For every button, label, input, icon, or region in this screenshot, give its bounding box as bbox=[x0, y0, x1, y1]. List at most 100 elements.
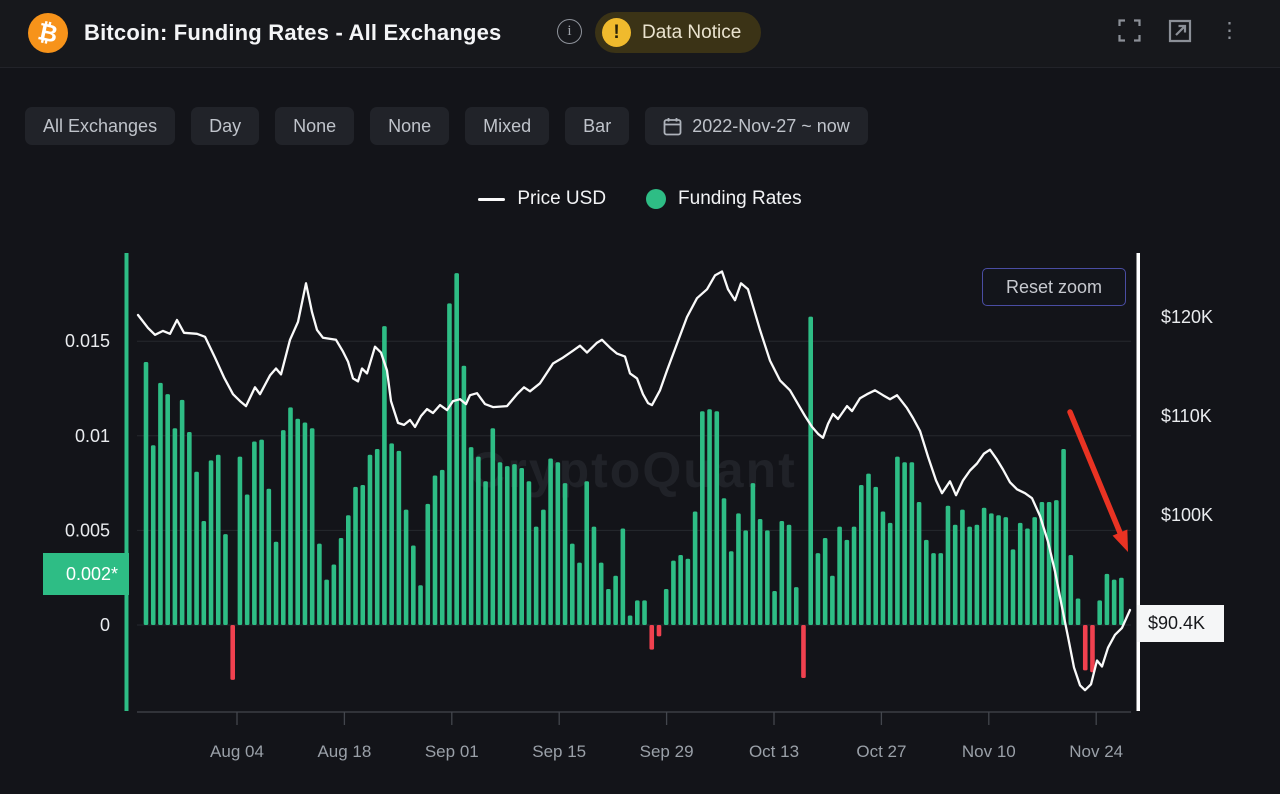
legend-item-price[interactable]: Price USD bbox=[478, 188, 606, 210]
funding-rate-bar bbox=[584, 481, 590, 625]
funding-rate-bar bbox=[519, 467, 524, 625]
funding-rate-bar bbox=[288, 407, 293, 625]
funding-rate-bar bbox=[432, 475, 438, 625]
funding-rate-bar bbox=[757, 519, 763, 625]
funding-rate-bar bbox=[165, 394, 170, 625]
watermark: CryptoQuant bbox=[469, 442, 797, 498]
funding-dot-swatch bbox=[646, 189, 667, 209]
funding-rate-bar bbox=[721, 498, 727, 625]
funding-rate-bar bbox=[497, 462, 503, 625]
funding-rate-bar bbox=[447, 303, 452, 625]
funding-rate-bar bbox=[642, 600, 647, 625]
chip-interval[interactable]: Day bbox=[191, 107, 260, 145]
funding-rate-bar bbox=[374, 449, 380, 625]
funding-rate-bar bbox=[1010, 549, 1016, 625]
funding-rate-bar bbox=[830, 575, 835, 625]
bitcoin-logo-icon: ₿ bbox=[28, 13, 68, 53]
annotation-arrow-shaft bbox=[1067, 409, 1124, 538]
funding-rate-bar bbox=[801, 625, 806, 678]
funding-rate-bar bbox=[317, 543, 322, 625]
page-title: Bitcoin: Funding Rates - All Exchanges bbox=[84, 20, 502, 45]
header-bar: ₿ Bitcoin: Funding Rates - All Exchanges… bbox=[0, 0, 1280, 68]
funding-rate-bar bbox=[938, 553, 944, 625]
chip-scale[interactable]: Mixed bbox=[465, 107, 550, 145]
x-tick-label: Oct 13 bbox=[749, 742, 799, 761]
funding-rate-bar bbox=[346, 515, 351, 625]
funding-rate-bar bbox=[223, 534, 228, 625]
funding-rate-bar bbox=[158, 382, 163, 625]
funding-rate-bar bbox=[996, 515, 1001, 625]
funding-rate-bar bbox=[237, 456, 243, 625]
legend-label-funding: Funding Rates bbox=[678, 188, 802, 209]
funding-rate-bar bbox=[259, 439, 264, 625]
funding-rate-bar bbox=[548, 458, 553, 625]
funding-rate-bar bbox=[295, 418, 301, 625]
funding-rate-bar bbox=[338, 537, 344, 625]
funding-rate-bar bbox=[324, 579, 329, 625]
funding-rate-bar bbox=[541, 509, 546, 625]
chip-chart-style[interactable]: Bar bbox=[565, 107, 630, 145]
funding-rate-bar bbox=[252, 441, 257, 625]
chip-exchange[interactable]: All Exchanges bbox=[25, 107, 176, 145]
funding-rate-bar bbox=[837, 526, 842, 625]
open-external-icon[interactable] bbox=[1167, 18, 1192, 43]
funding-rate-bar bbox=[194, 471, 199, 625]
legend-item-funding[interactable]: Funding Rates bbox=[646, 188, 802, 210]
annotation-arrow-head bbox=[1112, 529, 1128, 552]
funding-rate-bar bbox=[331, 564, 337, 625]
funding-rate-bar bbox=[678, 554, 683, 625]
funding-rate-bar bbox=[728, 551, 734, 625]
x-tick-label: Nov 10 bbox=[962, 742, 1016, 761]
funding-rate-bar bbox=[533, 526, 539, 625]
funding-rate-bar bbox=[685, 558, 691, 625]
funding-rate-bar bbox=[1097, 600, 1102, 625]
funding-rate-bar bbox=[150, 445, 156, 625]
funding-rate-bar bbox=[793, 587, 799, 625]
calendar-icon bbox=[663, 117, 682, 135]
funding-rate-bar bbox=[591, 526, 597, 625]
info-icon[interactable]: i bbox=[557, 19, 582, 44]
funding-rate-bar bbox=[1017, 522, 1023, 625]
funding-rate-bar bbox=[895, 456, 900, 625]
data-notice-label: Data Notice bbox=[642, 21, 742, 43]
legend-label-price: Price USD bbox=[517, 188, 607, 209]
funding-rate-bar bbox=[808, 316, 813, 625]
chip-date-range[interactable]: 2022-Nov-27 ~ now bbox=[645, 107, 868, 145]
funding-rate-bar bbox=[266, 488, 272, 625]
funding-rate-bar bbox=[902, 462, 907, 625]
left-axis-tick-label: 0 bbox=[100, 615, 110, 635]
funding-rate-bar bbox=[916, 502, 922, 625]
funding-rate-bar bbox=[411, 545, 416, 625]
price-usd-line bbox=[136, 270, 1132, 692]
chip-option-2[interactable]: None bbox=[370, 107, 450, 145]
funding-rate-bar bbox=[606, 589, 611, 625]
reset-zoom-button[interactable]: Reset zoom bbox=[982, 268, 1126, 306]
data-notice-badge[interactable]: ! Data Notice bbox=[595, 12, 762, 53]
funding-rate-bar bbox=[866, 473, 871, 625]
funding-rate-bar bbox=[707, 409, 712, 625]
funding-rate-bar bbox=[483, 481, 488, 625]
chart-legend: Price USD Funding Rates bbox=[0, 185, 1280, 213]
funding-rate-bar bbox=[1104, 573, 1110, 625]
funding-rate-bar bbox=[598, 562, 604, 625]
chip-option-1[interactable]: None bbox=[275, 107, 355, 145]
funding-rate-bar bbox=[1111, 579, 1117, 625]
kebab-menu-icon[interactable]: ⋮ bbox=[1219, 19, 1240, 42]
funding-rate-bar bbox=[620, 528, 626, 625]
fullscreen-icon[interactable] bbox=[1117, 18, 1142, 43]
funding-rate-bar bbox=[974, 524, 980, 625]
funding-rate-bar bbox=[562, 483, 568, 625]
funding-rate-bar bbox=[353, 486, 358, 625]
funding-rate-bar bbox=[700, 411, 705, 625]
funding-rate-bar bbox=[187, 432, 192, 625]
funding-rate-bar bbox=[981, 507, 987, 625]
funding-rate-bar bbox=[822, 537, 828, 625]
funding-rate-bar bbox=[635, 600, 640, 625]
funding-rate-bar bbox=[468, 447, 474, 625]
funding-rate-bar bbox=[555, 462, 561, 625]
funding-rate-bar bbox=[215, 454, 221, 625]
filter-chip-row: All Exchanges Day None None Mixed Bar 20… bbox=[25, 107, 868, 145]
funding-rate-bar bbox=[1068, 554, 1074, 625]
